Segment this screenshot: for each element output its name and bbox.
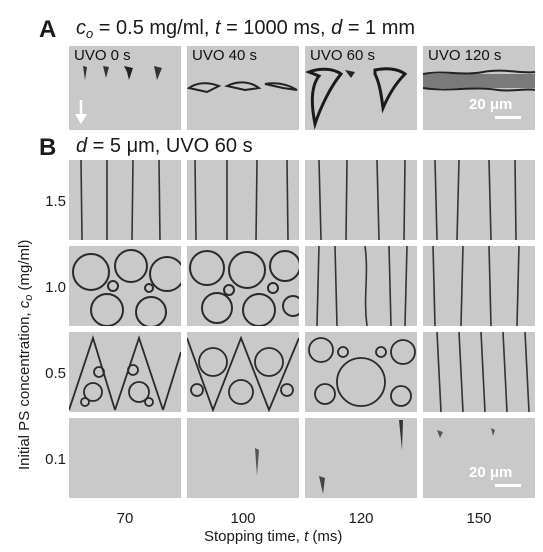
col-label-120: 120 xyxy=(348,510,374,527)
grid-c1.0-t120 xyxy=(305,246,417,326)
grid-c0.1-t70 xyxy=(69,418,181,498)
down-arrow-icon xyxy=(75,100,87,124)
grid-c0.1-t150: 20 μm xyxy=(423,418,535,498)
grid-c0.1-t120 xyxy=(305,418,417,498)
y-axis-label: Initial PS concentration, co (mg/ml) xyxy=(16,239,35,470)
uvo-40s-label: UVO 40 s xyxy=(192,47,258,64)
x-axis-label: Stopping time, t (ms) xyxy=(204,528,343,545)
panel-b-scale-label: 20 μm xyxy=(469,464,513,481)
uvo-40s-image: UVO 40 s xyxy=(187,46,299,130)
row-label-0-5: 0.5 xyxy=(45,365,66,382)
row-label-1-0: 1.0 xyxy=(45,279,66,296)
panel-a-letter: A xyxy=(39,16,57,43)
panel-b-letter: B xyxy=(39,134,57,161)
grid-c0.1-t100 xyxy=(187,418,299,498)
col-label-150: 150 xyxy=(466,510,492,527)
grid-c1.0-t150 xyxy=(423,246,535,326)
grid-c1.5-t120 xyxy=(305,160,417,240)
row-label-0-1: 0.1 xyxy=(45,451,66,468)
grid-c0.5-t100 xyxy=(187,332,299,412)
row-label-1-5: 1.5 xyxy=(45,193,66,210)
uvo-120s-label: UVO 120 s xyxy=(428,47,502,64)
grid-c1.5-t150 xyxy=(423,160,535,240)
panel-b-scale-bar xyxy=(495,484,521,487)
grid-c1.0-t100 xyxy=(187,246,299,326)
col-label-100: 100 xyxy=(230,510,256,527)
panel-a-header: co = 0.5 mg/ml, t = 1000 ms, d = 1 mm xyxy=(76,17,416,41)
uvo-0s-image: UVO 0 s xyxy=(69,46,181,130)
grid-c1.5-t100 xyxy=(187,160,299,240)
grid-c0.5-t70 xyxy=(69,332,181,412)
panel-a-scale-label: 20 μm xyxy=(469,96,513,113)
grid-c0.5-t150 xyxy=(423,332,535,412)
grid-c1.5-t70 xyxy=(69,160,181,240)
panel-b-header: d = 5 μm, UVO 60 s xyxy=(76,135,253,157)
grid-c1.0-t70 xyxy=(69,246,181,326)
uvo-60s-image: UVO 60 s xyxy=(305,46,417,130)
uvo-120s-image: UVO 120 s 20 μm xyxy=(423,46,535,130)
uvo-60s-label: UVO 60 s xyxy=(310,47,376,64)
grid-c0.5-t120 xyxy=(305,332,417,412)
uvo-0s-label: UVO 0 s xyxy=(74,47,131,64)
panel-a-scale-bar xyxy=(495,116,521,119)
col-label-70: 70 xyxy=(116,510,134,527)
